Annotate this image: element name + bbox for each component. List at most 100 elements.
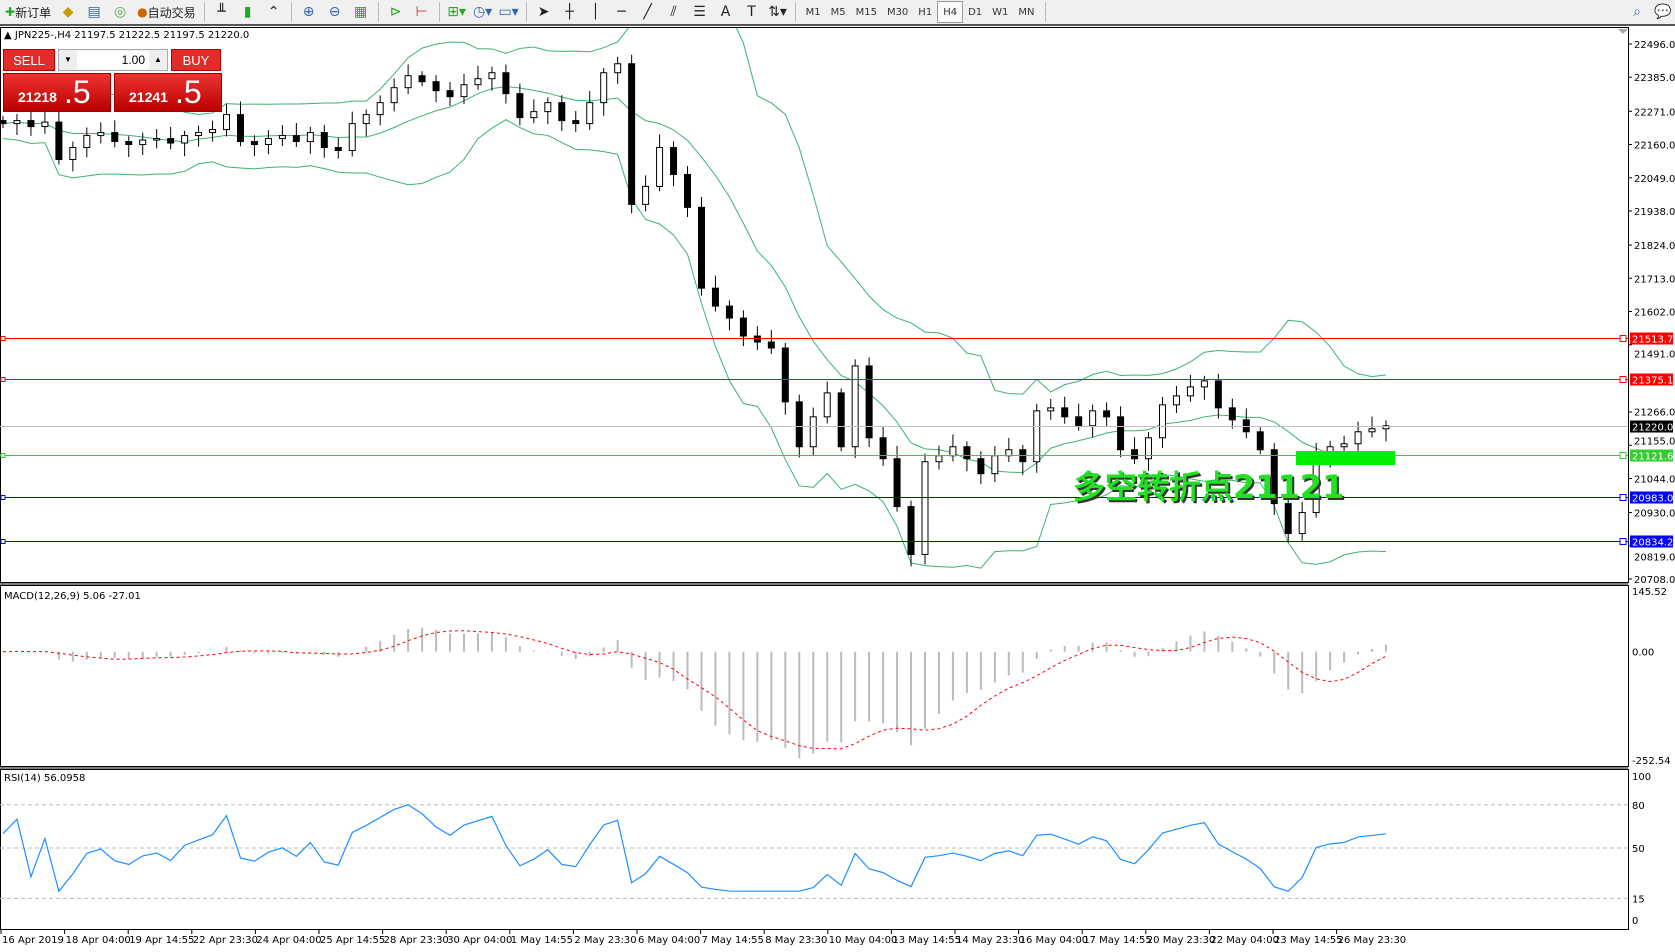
timeframe-m5[interactable]: M5 <box>830 6 846 18</box>
timeframe-m30[interactable]: M30 <box>886 6 909 18</box>
market-watch-icon[interactable]: ◆ <box>62 4 74 20</box>
price-axis-label: 22496.0 <box>1634 40 1675 51</box>
volume-input[interactable]: 1.00 <box>77 51 149 69</box>
candle-body <box>558 102 566 122</box>
autoscroll-icon[interactable]: ⊳ <box>389 4 402 20</box>
timeframe-w1[interactable]: W1 <box>992 6 1009 18</box>
collapse-icon[interactable]: ▲ <box>4 30 15 41</box>
candle-body <box>963 446 971 460</box>
level-handle <box>0 495 6 500</box>
tile-windows-icon[interactable]: ▦ <box>353 4 368 20</box>
time-axis-label: 19 Apr 14:55 <box>129 935 194 946</box>
candle-body <box>1354 431 1362 445</box>
candle-body <box>1214 380 1222 409</box>
candle-body <box>893 458 901 508</box>
trendline-icon[interactable]: ╱ <box>643 4 652 20</box>
level-handle <box>0 539 6 544</box>
sell-price[interactable]: 21218.5 <box>3 73 111 112</box>
candle-body <box>181 135 189 144</box>
price-axis-label: 21938.0 <box>1634 207 1675 218</box>
candle-body <box>1145 437 1153 460</box>
candle-body <box>1131 449 1139 460</box>
macd-pane-frame <box>0 585 1629 767</box>
macd-signal-line <box>2 630 1387 750</box>
level-price-tag <box>1630 491 1673 504</box>
time-axis-label: 16 May 04:00 <box>1020 935 1089 946</box>
new-order-icon: ✚ <box>5 5 16 19</box>
time-axis-label: 22 Apr 23:30 <box>193 935 258 946</box>
rsi-axis-label: 50 <box>1632 844 1645 855</box>
line-chart-icon[interactable]: ⌃ <box>267 4 280 20</box>
candle-body <box>739 317 747 337</box>
chart-shift-icon[interactable]: ⊢ <box>415 4 428 20</box>
bar-chart-icon[interactable]: ╨ <box>217 4 226 20</box>
volume-up-icon[interactable]: ▲ <box>154 55 162 64</box>
candle-body <box>320 132 328 149</box>
candle-body <box>1033 410 1041 463</box>
zoom-out-icon[interactable]: ⊖ <box>328 4 341 20</box>
new-order-button[interactable]: ✚ 新订单 <box>5 5 52 20</box>
candle-body <box>823 392 831 418</box>
navigator-icon[interactable]: ▤ <box>87 4 101 20</box>
timeframe-m1[interactable]: M1 <box>805 6 821 18</box>
chart-canvas[interactable]: 22496.0 22385.0 22271.0 22160.0 22049.0 21938… <box>0 27 1675 949</box>
rsi-axis-label: 100 <box>1632 772 1651 783</box>
price-axis-label: 22049.0 <box>1634 174 1675 185</box>
candle-body <box>1117 416 1125 451</box>
auto-trade-button[interactable]: ● 自动交易 <box>137 5 196 20</box>
candle-body <box>0 120 7 125</box>
signals-icon[interactable]: ◎ <box>113 4 127 20</box>
candlestick-icon[interactable]: ▮ <box>243 4 252 20</box>
price-axis-label: 21266.0 <box>1634 408 1675 419</box>
horizontal-line-icon[interactable]: ─ <box>617 4 626 20</box>
chart-window[interactable]: 22496.0 22385.0 22271.0 22160.0 22049.0 21938… <box>0 27 1675 949</box>
candle-body <box>935 455 943 463</box>
candle-body <box>949 446 957 457</box>
fibonacci-icon[interactable]: ☰ <box>693 4 706 20</box>
volume-stepper[interactable]: ▼ 1.00 ▲ <box>58 49 168 71</box>
equidistant-channel-icon[interactable]: ⫽ <box>670 4 677 20</box>
cursor-icon[interactable]: ➤ <box>537 4 550 20</box>
time-axis-label: 24 Apr 04:00 <box>256 935 321 946</box>
vertical-line-icon[interactable]: │ <box>591 4 600 20</box>
candle-body <box>223 114 231 131</box>
candle-body <box>516 93 524 119</box>
buy-price[interactable]: 21241.5 <box>114 73 222 112</box>
candle-body <box>460 84 468 98</box>
pivot-annotation: 多空转折点21121 <box>1073 468 1345 506</box>
bollinger-upper <box>2 28 1387 395</box>
sell-button[interactable]: SELL <box>3 49 55 71</box>
text-icon[interactable]: A <box>720 4 731 20</box>
arrows-icon[interactable]: ⇅▾ <box>768 4 787 20</box>
periods-icon[interactable]: ◷▾ <box>472 4 493 20</box>
level-price-tag <box>1630 332 1673 345</box>
timeframe-h4[interactable]: H4 <box>937 1 964 23</box>
candle-body <box>1005 449 1013 457</box>
timeframe-d1[interactable]: D1 <box>968 6 983 18</box>
buy-button[interactable]: BUY <box>171 49 221 71</box>
timeframe-h1[interactable]: H1 <box>918 6 933 18</box>
time-axis-label: 20 May 23:30 <box>1147 935 1216 946</box>
search-icon[interactable]: ⌕ <box>1633 4 1641 20</box>
timeframe-m15[interactable]: M15 <box>855 6 877 18</box>
macd-axis-label: 145.52 <box>1632 587 1667 598</box>
bollinger-lower <box>2 119 1387 569</box>
candle-body <box>502 72 510 95</box>
candle-body <box>1075 416 1083 427</box>
chat-icon[interactable]: 💬 <box>1654 4 1672 20</box>
zoom-in-icon[interactable]: ⊕ <box>302 4 315 20</box>
templates-icon[interactable]: ▭▾ <box>498 4 519 20</box>
candle-body <box>628 63 636 205</box>
price-axis-label: 21491.0 <box>1634 350 1675 361</box>
indicators-icon[interactable]: ⊞▾ <box>447 4 466 20</box>
level-handle <box>1619 494 1627 501</box>
timeframe-bar: M1 M5 M15 M30 H1 H4 D1 W1 MN <box>801 1 1040 23</box>
candle-body <box>1256 431 1264 451</box>
text-label-icon[interactable]: T <box>747 4 756 20</box>
timeframe-mn[interactable]: MN <box>1018 6 1035 18</box>
volume-down-icon[interactable]: ▼ <box>64 55 72 64</box>
level-price-label: 20983.0 <box>1632 494 1673 505</box>
level-price-tag <box>1630 535 1673 548</box>
level-handle <box>0 336 6 341</box>
crosshair-icon[interactable]: ┼ <box>565 4 574 20</box>
